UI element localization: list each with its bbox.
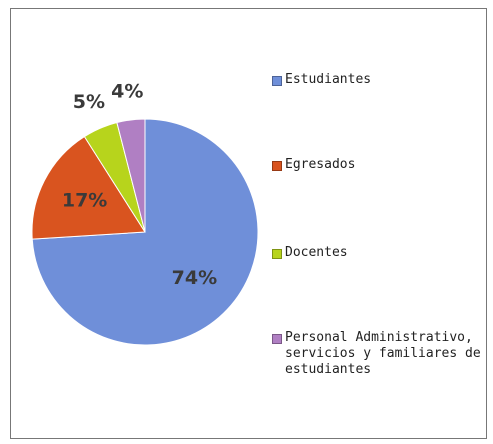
legend-label: Docentes bbox=[285, 245, 348, 260]
data-label: 5% bbox=[73, 91, 105, 113]
legend-item: Egresados bbox=[272, 157, 482, 173]
legend-swatch bbox=[272, 161, 282, 171]
pie-slice bbox=[116, 118, 146, 233]
legend-label: Egresados bbox=[285, 157, 356, 172]
legend-swatch bbox=[272, 334, 282, 344]
data-label: 17% bbox=[62, 190, 107, 212]
legend-item: Estudiantes bbox=[272, 72, 482, 88]
data-label: 74% bbox=[172, 267, 217, 289]
legend-label: Estudiantes bbox=[285, 72, 372, 87]
legend-swatch bbox=[272, 249, 282, 259]
data-label: 4% bbox=[111, 80, 143, 102]
pie-slice bbox=[31, 135, 146, 240]
legend-item: Personal Administrativo, servicios y fam… bbox=[272, 330, 482, 378]
legend-item: Docentes bbox=[272, 245, 482, 261]
legend-swatch bbox=[272, 76, 282, 86]
legend-label: Personal Administrativo, servicios y fam… bbox=[285, 330, 481, 377]
